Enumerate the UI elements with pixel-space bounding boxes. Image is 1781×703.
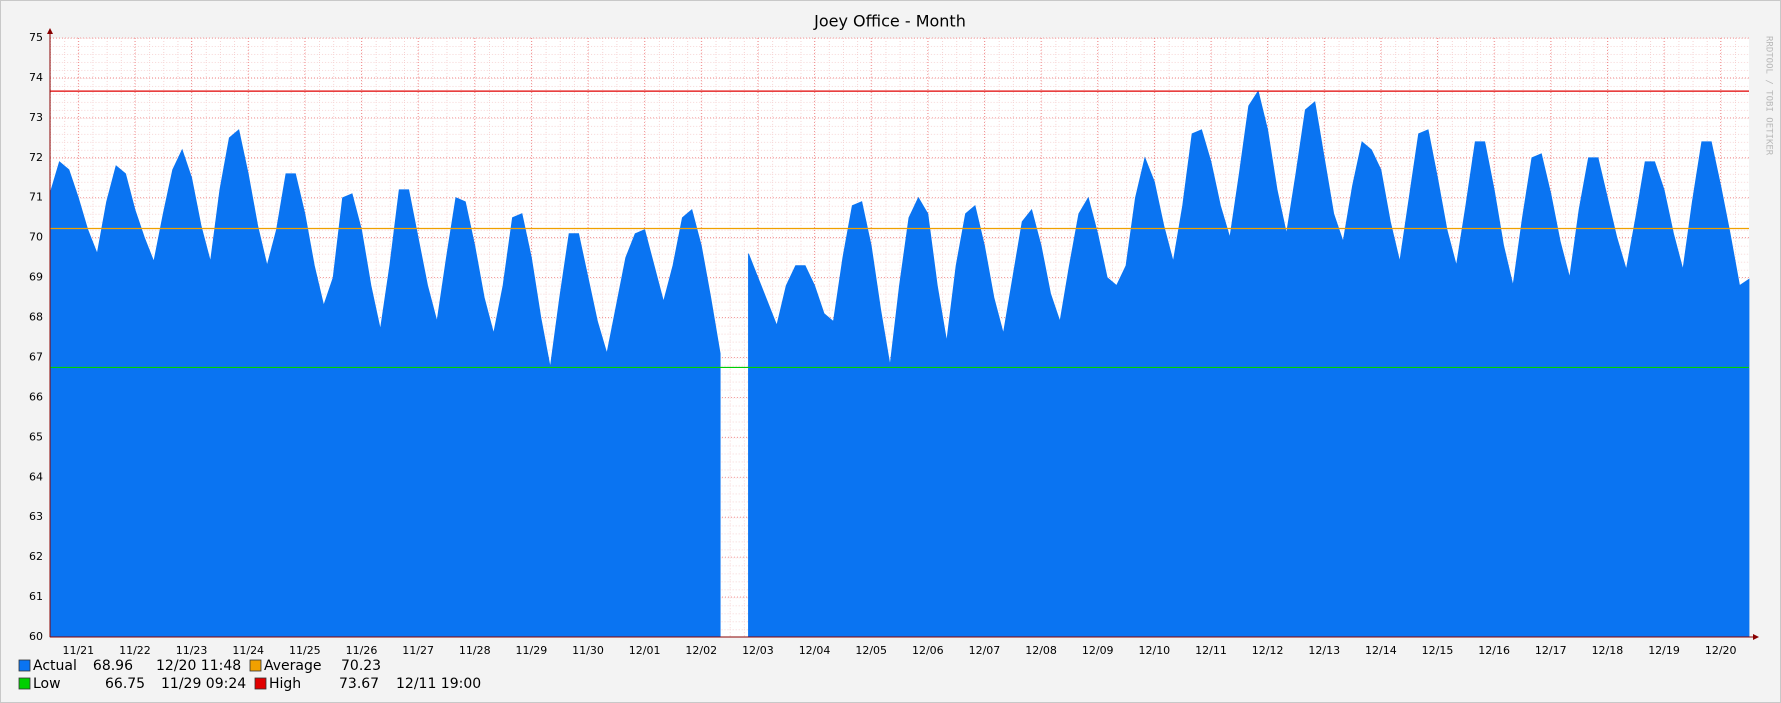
x-tick-label: 11/21 (62, 644, 94, 657)
legend-swatch (249, 659, 262, 672)
x-tick-label: 11/25 (289, 644, 321, 657)
y-tick-label: 67 (29, 350, 43, 363)
y-tick-label: 72 (29, 151, 43, 164)
chart-title: Joey Office - Month (813, 12, 966, 31)
legend-value: 73.67 (339, 676, 379, 692)
y-tick-label: 73 (29, 111, 43, 124)
x-tick-label: 12/04 (799, 644, 831, 657)
legend-label: High (269, 676, 301, 692)
y-tick-label: 75 (29, 31, 43, 44)
y-tick-label: 71 (29, 191, 43, 204)
x-tick-label: 12/11 (1195, 644, 1227, 657)
x-tick-label: 12/07 (969, 644, 1001, 657)
x-tick-label: 12/10 (1138, 644, 1170, 657)
x-tick-label: 11/23 (176, 644, 208, 657)
legend-value: 66.75 (105, 676, 145, 692)
legend-swatch (18, 677, 31, 690)
legend-value: 70.23 (341, 658, 381, 674)
y-tick-label: 69 (29, 271, 43, 284)
y-tick-label: 66 (29, 390, 43, 403)
x-tick-label: 11/22 (119, 644, 151, 657)
legend-label: Average (264, 658, 322, 674)
x-tick-label: 12/18 (1592, 644, 1624, 657)
x-tick-label: 11/24 (232, 644, 264, 657)
legend-time: 12/20 11:48 (156, 658, 241, 674)
x-tick-label: 11/26 (346, 644, 378, 657)
legend-swatch (254, 677, 267, 690)
legend-value: 68.96 (93, 658, 133, 674)
x-tick-label: 12/20 (1705, 644, 1737, 657)
y-tick-label: 63 (29, 510, 43, 523)
x-tick-label: 12/09 (1082, 644, 1114, 657)
legend-swatch (18, 659, 31, 672)
legend-label: Low (33, 676, 61, 692)
y-tick-label: 62 (29, 550, 43, 563)
x-tick-label: 12/02 (685, 644, 717, 657)
y-tick-label: 74 (29, 71, 43, 84)
x-tick-label: 12/14 (1365, 644, 1397, 657)
x-tick-label: 11/28 (459, 644, 491, 657)
y-axis-arrow (47, 28, 53, 34)
x-tick-label: 11/30 (572, 644, 604, 657)
x-tick-label: 12/19 (1648, 644, 1680, 657)
legend-label: Actual (33, 658, 77, 674)
x-tick-label: 12/17 (1535, 644, 1567, 657)
legend-time: 12/11 19:00 (396, 676, 481, 692)
y-tick-label: 68 (29, 311, 43, 324)
watermark: RRDTOOL / TOBI OETIKER (1764, 36, 1774, 156)
x-tick-label: 12/12 (1252, 644, 1284, 657)
x-tick-label: 11/27 (402, 644, 434, 657)
legend-time: 11/29 09:24 (161, 676, 246, 692)
x-tick-label: 12/03 (742, 644, 774, 657)
y-tick-label: 64 (29, 470, 43, 483)
x-tick-label: 12/16 (1478, 644, 1510, 657)
y-tick-label: 65 (29, 430, 43, 443)
x-tick-label: 12/06 (912, 644, 944, 657)
y-tick-label: 61 (29, 590, 43, 603)
x-tick-label: 12/15 (1422, 644, 1454, 657)
x-axis-arrow (1753, 634, 1759, 640)
x-tick-label: 12/01 (629, 644, 661, 657)
area (49, 90, 1750, 638)
y-tick-label: 70 (29, 231, 43, 244)
y-tick-label: 60 (29, 630, 43, 643)
x-tick-label: 11/29 (516, 644, 548, 657)
x-tick-label: 12/05 (855, 644, 887, 657)
x-tick-label: 12/13 (1308, 644, 1340, 657)
x-tick-label: 12/08 (1025, 644, 1057, 657)
